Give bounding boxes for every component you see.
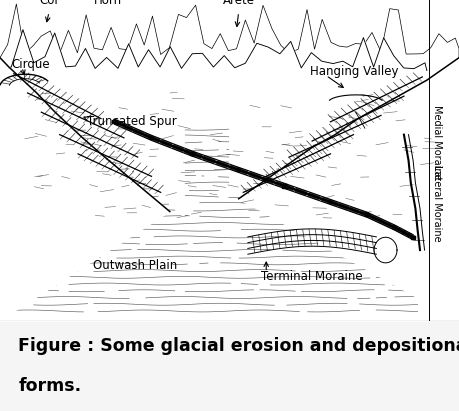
Bar	[112, 120, 117, 123]
Text: Medial Moraine: Medial Moraine	[432, 105, 442, 180]
Text: forms.: forms.	[18, 377, 82, 395]
Bar	[411, 236, 415, 239]
Text: Col: Col	[40, 0, 58, 7]
Bar	[282, 184, 287, 187]
Polygon shape	[239, 58, 459, 321]
Polygon shape	[0, 58, 170, 321]
Text: Figure : Some glacial erosion and depositional: Figure : Some glacial erosion and deposi…	[18, 337, 459, 355]
Text: Cirque: Cirque	[11, 58, 50, 71]
Text: Outwash Plain: Outwash Plain	[93, 259, 178, 272]
Text: Arete: Arete	[223, 0, 255, 7]
Text: Lateral Moraine: Lateral Moraine	[432, 165, 442, 242]
Text: Hanging Valley: Hanging Valley	[310, 65, 398, 78]
Text: Truncated Spur: Truncated Spur	[87, 115, 177, 128]
Text: Terminal Moraine: Terminal Moraine	[261, 270, 362, 283]
Bar	[190, 152, 195, 155]
Text: Horn: Horn	[94, 0, 122, 7]
Bar	[365, 213, 369, 216]
